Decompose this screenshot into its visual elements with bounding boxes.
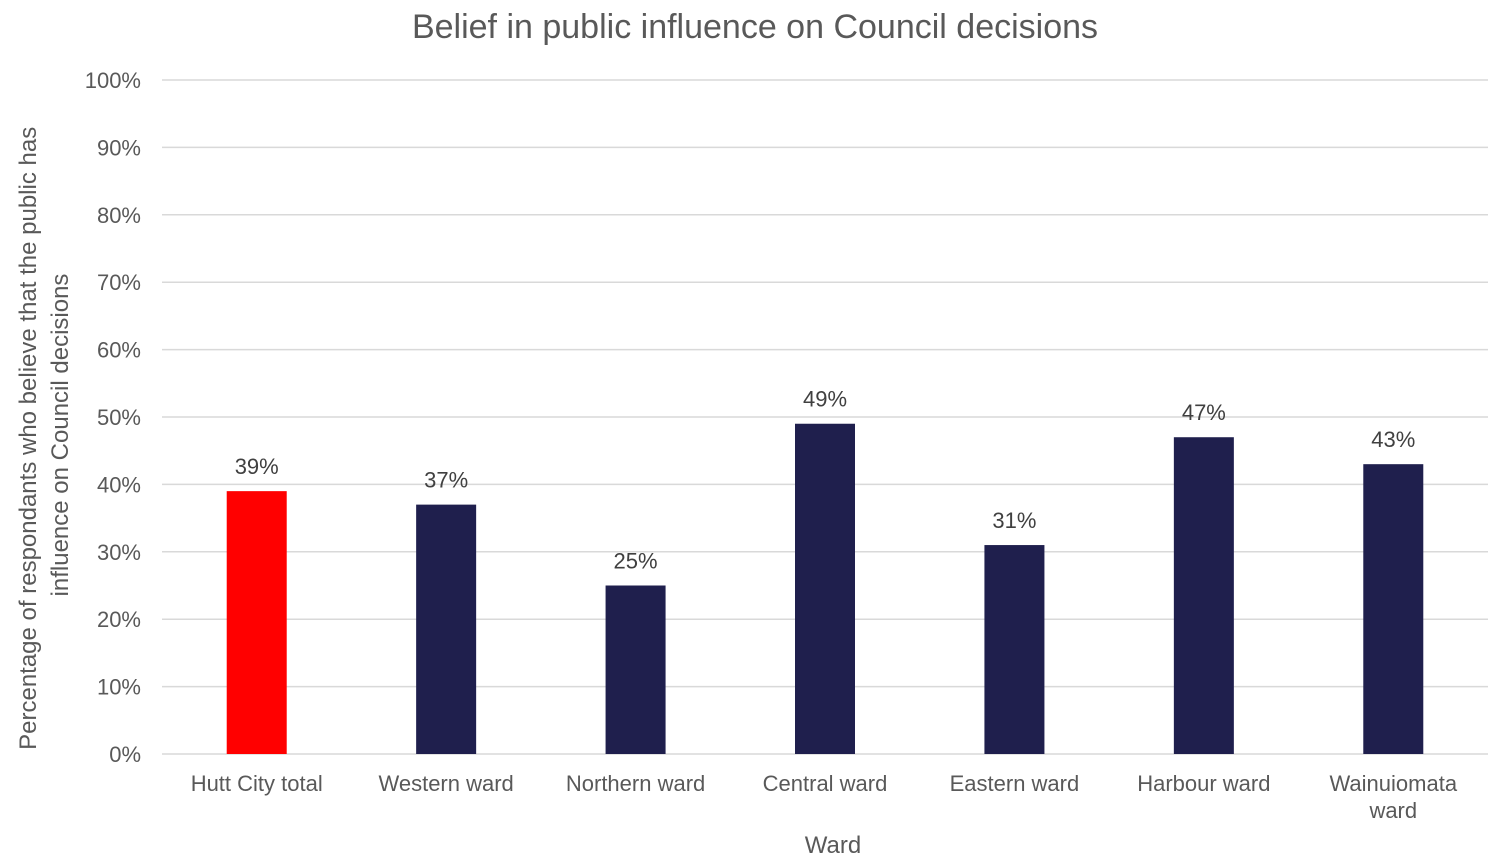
x-category-label: Western ward: [378, 771, 513, 796]
y-axis-title: Percentage of respondants who believe th…: [15, 120, 74, 750]
bars: [226, 423, 1424, 754]
data-label: 47%: [1182, 400, 1226, 425]
x-category-label: Wainuiomata: [1329, 771, 1457, 796]
y-tick-label: 60%: [97, 338, 141, 363]
data-labels: 39% 37% 25% 49% 31% 47% 43%: [235, 387, 1416, 574]
bar: [1173, 437, 1234, 754]
data-label: 37%: [424, 468, 468, 493]
data-label: 49%: [803, 387, 847, 412]
y-tick-label: 20%: [97, 607, 141, 632]
data-label: 25%: [614, 549, 658, 574]
y-axis-title-line-2: influence on Council decisions: [47, 274, 74, 597]
bar: [416, 504, 477, 754]
x-category-label: Hutt City total: [191, 771, 323, 796]
bar: [1363, 464, 1424, 754]
y-tick-label: 0%: [109, 742, 141, 767]
data-label: 31%: [992, 508, 1036, 533]
y-tick-label: 80%: [97, 203, 141, 228]
x-category-label: Eastern ward: [950, 771, 1080, 796]
y-tick-label: 90%: [97, 135, 141, 160]
y-tick-label: 40%: [97, 472, 141, 497]
x-category-label: Harbour ward: [1137, 771, 1270, 796]
x-category-label: Central ward: [763, 771, 888, 796]
x-axis-title: Ward: [805, 832, 861, 859]
y-tick-label: 10%: [97, 675, 141, 700]
bar: [226, 491, 287, 754]
y-tick-label: 100%: [85, 68, 141, 93]
y-axis-title-line-1: Percentage of respondants who believe th…: [15, 127, 42, 750]
x-axis-categories: Hutt City total Western ward Northern ward…: [191, 771, 1458, 823]
bar: [605, 585, 666, 754]
x-category-label: ward: [1368, 798, 1417, 823]
x-category-label: Northern ward: [566, 771, 705, 796]
y-tick-label: 30%: [97, 540, 141, 565]
y-tick-label: 50%: [97, 405, 141, 430]
data-label: 39%: [235, 454, 279, 479]
bar: [795, 423, 855, 754]
y-axis-ticks: 0% 10% 20% 30% 40% 50% 60% 70% 80% 90% 100%: [85, 68, 141, 767]
data-label: 43%: [1371, 427, 1415, 452]
bar: [984, 545, 1045, 754]
chart-title: Belief in public influence on Council de…: [412, 8, 1098, 46]
y-tick-label: 70%: [97, 270, 141, 295]
